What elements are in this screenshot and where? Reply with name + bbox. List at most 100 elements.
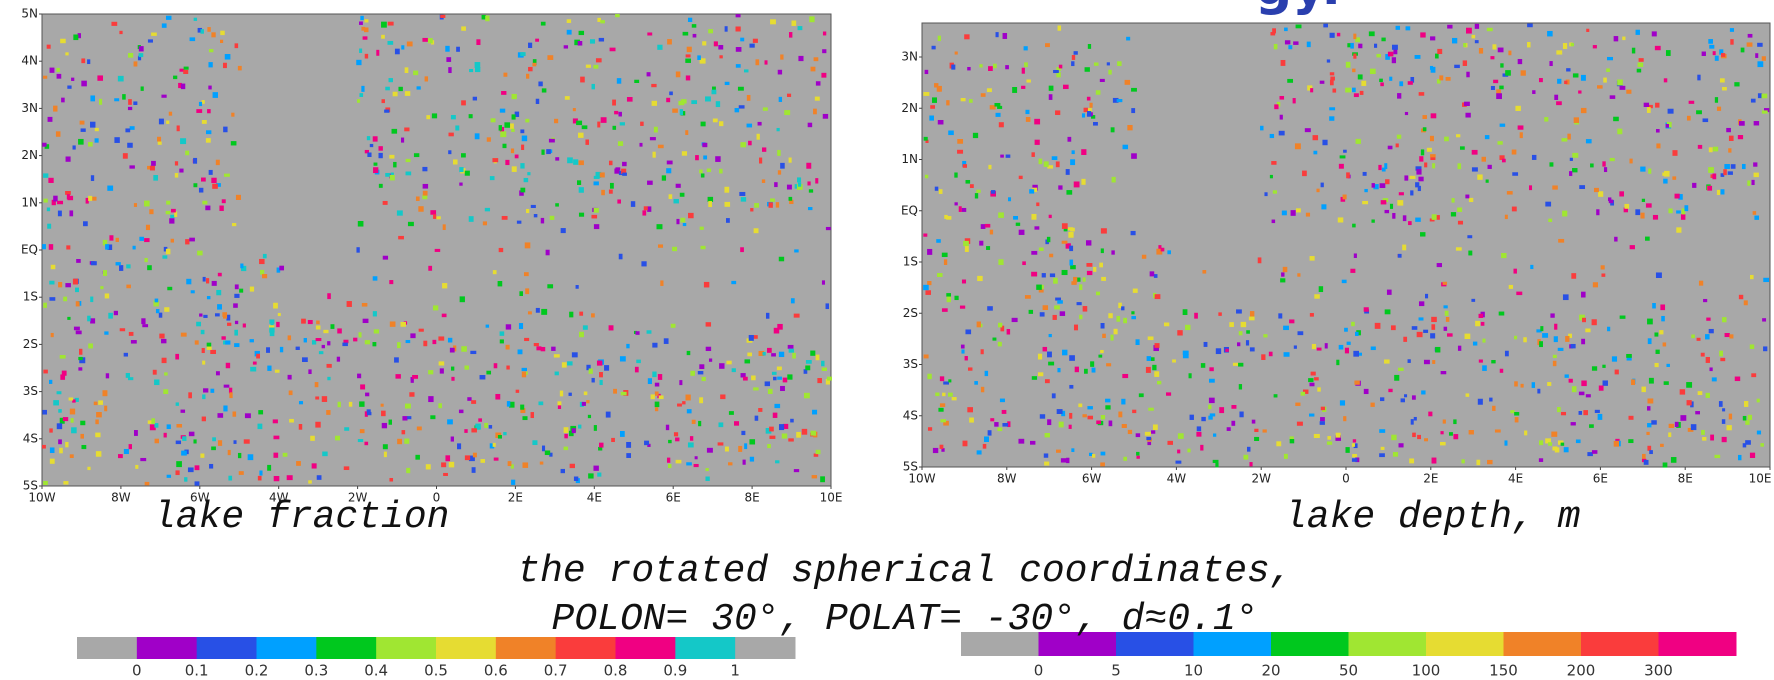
map-cell [415, 454, 420, 460]
map-cell [157, 141, 162, 145]
map-cell [357, 439, 364, 443]
map-cell [1402, 215, 1407, 222]
map-cell [1208, 378, 1215, 383]
map-cell [1165, 392, 1172, 396]
map-cell [404, 67, 409, 73]
map-cell [589, 39, 596, 44]
map-cell [1537, 388, 1541, 394]
map-cell [962, 160, 967, 167]
map-cell [1337, 217, 1344, 223]
map-cell [647, 443, 651, 447]
map-cell [1655, 349, 1660, 354]
map-cell [104, 405, 108, 412]
map-cell [308, 369, 312, 375]
map-cell [1474, 40, 1479, 44]
map-cell [773, 376, 777, 381]
map-cell [1752, 211, 1757, 215]
map-cell [751, 375, 756, 381]
y-tick-label: 4N [21, 54, 38, 68]
map-cell [1451, 37, 1458, 44]
map-cell [492, 158, 499, 163]
map-cell [1686, 115, 1691, 121]
map-cell [739, 191, 746, 196]
map-cell [404, 438, 410, 444]
map-cell [1288, 45, 1293, 50]
map-cell [234, 329, 238, 336]
map-cell [1374, 322, 1381, 329]
map-cell [1330, 76, 1335, 81]
map-cell [174, 211, 178, 217]
map-cell [1416, 169, 1422, 175]
map-cell [1280, 278, 1286, 283]
map-cell [691, 24, 697, 28]
map-cell [788, 32, 793, 38]
map-cell [485, 15, 490, 22]
map-cell [407, 221, 414, 227]
map-cell [461, 100, 466, 106]
map-cell [1661, 315, 1665, 322]
map-cell [450, 115, 456, 120]
map-cell [506, 365, 510, 370]
map-cell [438, 361, 445, 366]
map-cell [1743, 300, 1748, 306]
map-cell [1231, 420, 1236, 426]
map-cell [206, 278, 210, 284]
map-cell [448, 67, 452, 74]
map-cell [1111, 250, 1115, 255]
map-cell [744, 443, 748, 450]
map-cell [59, 447, 63, 454]
map-cell [938, 407, 944, 412]
map-cell [964, 356, 968, 361]
map-cell [1061, 240, 1068, 244]
map-cell [805, 360, 812, 364]
map-cell [475, 423, 481, 430]
map-cell [660, 280, 664, 286]
map-cell [1132, 288, 1138, 293]
map-cell [267, 365, 272, 371]
map-cell [1379, 453, 1385, 458]
map-cell [1289, 439, 1295, 444]
y-tick-label: 1N [21, 195, 38, 209]
map-cell [1710, 434, 1715, 441]
map-cell [1029, 189, 1035, 194]
map-cell [447, 419, 453, 425]
map-cell [396, 210, 403, 216]
map-cell [1705, 392, 1710, 398]
map-cell [1708, 39, 1713, 44]
map-cell [1754, 215, 1760, 220]
map-cell [774, 403, 781, 409]
map-cell [1202, 270, 1207, 274]
map-cell [185, 239, 190, 245]
map-cell [718, 422, 724, 428]
map-cell [605, 411, 611, 418]
map-cell [1696, 110, 1702, 115]
map-cell [314, 382, 319, 388]
map-cell [1679, 389, 1686, 395]
map-cell [540, 346, 546, 352]
map-cell [1602, 161, 1606, 167]
map-cell [43, 198, 48, 203]
map-cell [574, 39, 580, 46]
map-cell [535, 98, 540, 104]
map-cell [1722, 408, 1726, 412]
map-cell [1619, 315, 1626, 319]
map-cell [957, 149, 964, 154]
map-cell [1496, 93, 1502, 100]
map-cell [1305, 212, 1311, 217]
map-cell [490, 118, 496, 123]
map-cell [1702, 437, 1707, 441]
map-cell [1283, 325, 1289, 331]
map-cell [49, 447, 55, 453]
map-cell [173, 75, 178, 80]
map-cell [1316, 188, 1320, 193]
map-cell [705, 96, 711, 102]
map-cell [578, 30, 585, 36]
map-cell [549, 452, 553, 457]
map-cell [647, 206, 652, 212]
map-cell [163, 432, 167, 438]
map-cell [681, 151, 688, 156]
map-cell [1047, 165, 1054, 169]
map-cell [1461, 459, 1465, 464]
map-cell [990, 418, 995, 422]
